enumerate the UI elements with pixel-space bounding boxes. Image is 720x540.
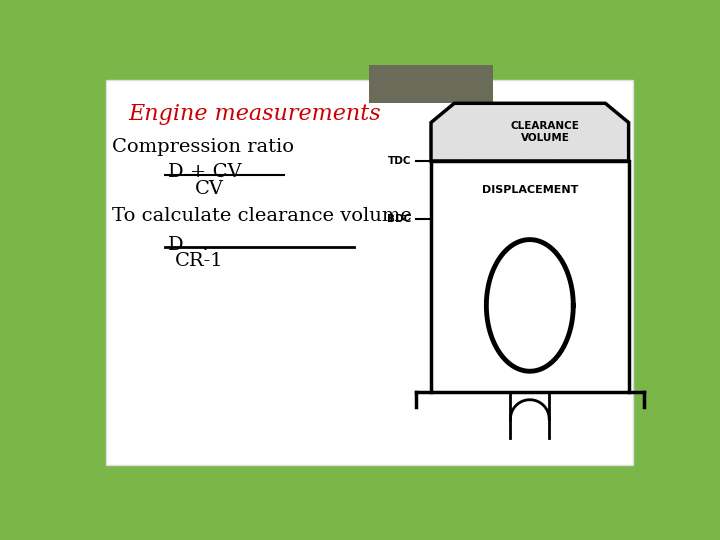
Text: BDC: BDC — [387, 214, 412, 224]
Text: Engine measurements: Engine measurements — [129, 103, 382, 125]
Text: D   .: D . — [168, 236, 208, 254]
Text: TDC: TDC — [388, 156, 412, 166]
Bar — [431, 161, 629, 392]
Text: D + CV: D + CV — [168, 164, 241, 181]
Text: CR-1: CR-1 — [175, 252, 224, 270]
Text: DISPLACEMENT: DISPLACEMENT — [482, 185, 578, 195]
Text: CV: CV — [194, 180, 224, 198]
Text: CLEARANCE
VOLUME: CLEARANCE VOLUME — [511, 122, 580, 143]
Text: Compression ratio: Compression ratio — [112, 138, 294, 156]
Text: To calculate clearance volume: To calculate clearance volume — [112, 207, 412, 225]
Bar — [431, 161, 629, 219]
Bar — [369, 65, 493, 103]
Polygon shape — [431, 103, 629, 161]
